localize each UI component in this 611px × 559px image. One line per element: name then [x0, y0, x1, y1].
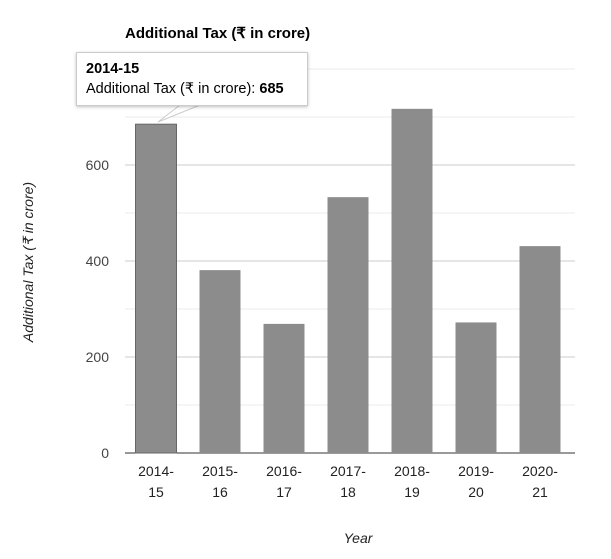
x-tick-label: 2016- [266, 463, 302, 479]
x-tick-label: 2019- [458, 463, 494, 479]
tooltip-category: 2014-15 [86, 61, 140, 77]
bar-2016-17 [263, 323, 305, 453]
x-tick-label: 2020- [522, 463, 558, 479]
x-tick-label: 2018- [394, 463, 430, 479]
bar-2019-20 [455, 322, 497, 453]
bar-2017-18 [327, 197, 369, 453]
x-tick-label: 2014- [138, 463, 174, 479]
x-tick-label: 20 [468, 484, 484, 500]
y-tick-label: 200 [86, 349, 110, 365]
y-tick-label: 0 [101, 445, 109, 461]
x-axis-title: Year [344, 530, 374, 546]
tooltip-label: Additional Tax (₹ in crore): [86, 81, 260, 97]
y-tick-label: 400 [86, 253, 110, 269]
bar-2014-15 [135, 123, 177, 454]
x-tick-label: 19 [404, 484, 420, 500]
x-tick-label: 2015- [202, 463, 238, 479]
x-tick-label: 15 [148, 484, 164, 500]
chart-title: Additional Tax (₹ in crore) [125, 25, 310, 42]
tooltip: 2014-15 Additional Tax (₹ in crore): 685 [76, 52, 308, 106]
x-tick-label: 16 [212, 484, 228, 500]
x-tick-label: 17 [276, 484, 292, 500]
y-axis-title: Additional Tax (₹ in crore) [20, 182, 36, 343]
bar-2020-21 [519, 246, 561, 453]
x-tick-label: 18 [340, 484, 356, 500]
y-tick-label: 600 [86, 157, 110, 173]
tooltip-pointer [157, 104, 201, 123]
tooltip-value: 685 [259, 81, 284, 97]
x-tick-label: 2017- [330, 463, 366, 479]
bar-2018-19 [391, 108, 433, 453]
bar-2015-16 [199, 270, 241, 453]
x-tick-label: 21 [532, 484, 548, 500]
